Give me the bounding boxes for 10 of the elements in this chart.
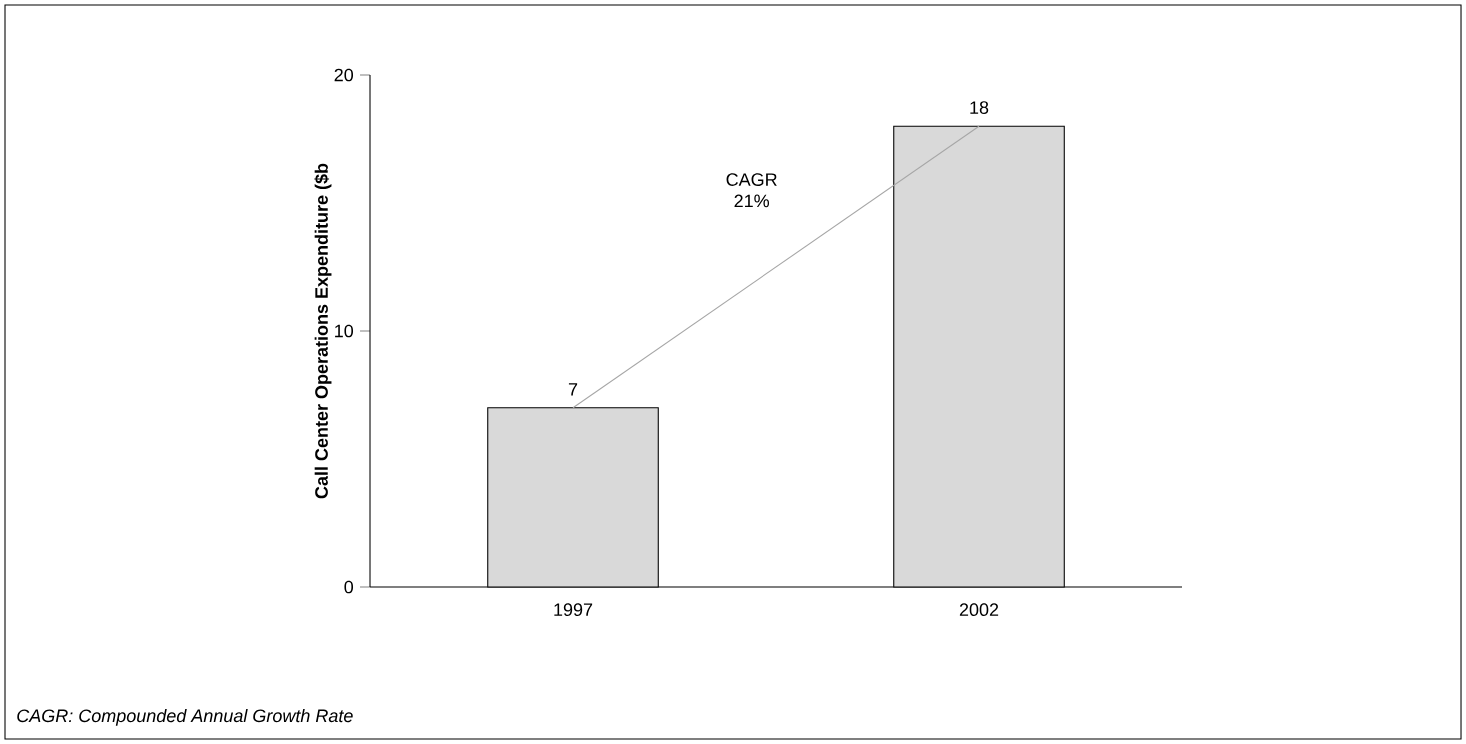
annotation: CAGR 21%	[726, 173, 777, 208]
x-tick-label: 1997	[554, 603, 593, 616]
y-tick-label: 10	[335, 324, 354, 338]
text: CAGR: Compounded Annual Growth Rate	[17, 708, 353, 726]
data-label: 7	[568, 383, 578, 396]
y-tick-label: 0	[344, 580, 354, 594]
y-axis-title: Call Center Operations Expenditure ($b	[314, 163, 332, 499]
x-tick-label: 2002	[959, 603, 999, 616]
y-tick-label: 20	[334, 68, 354, 82]
data-label: 18	[970, 101, 989, 114]
